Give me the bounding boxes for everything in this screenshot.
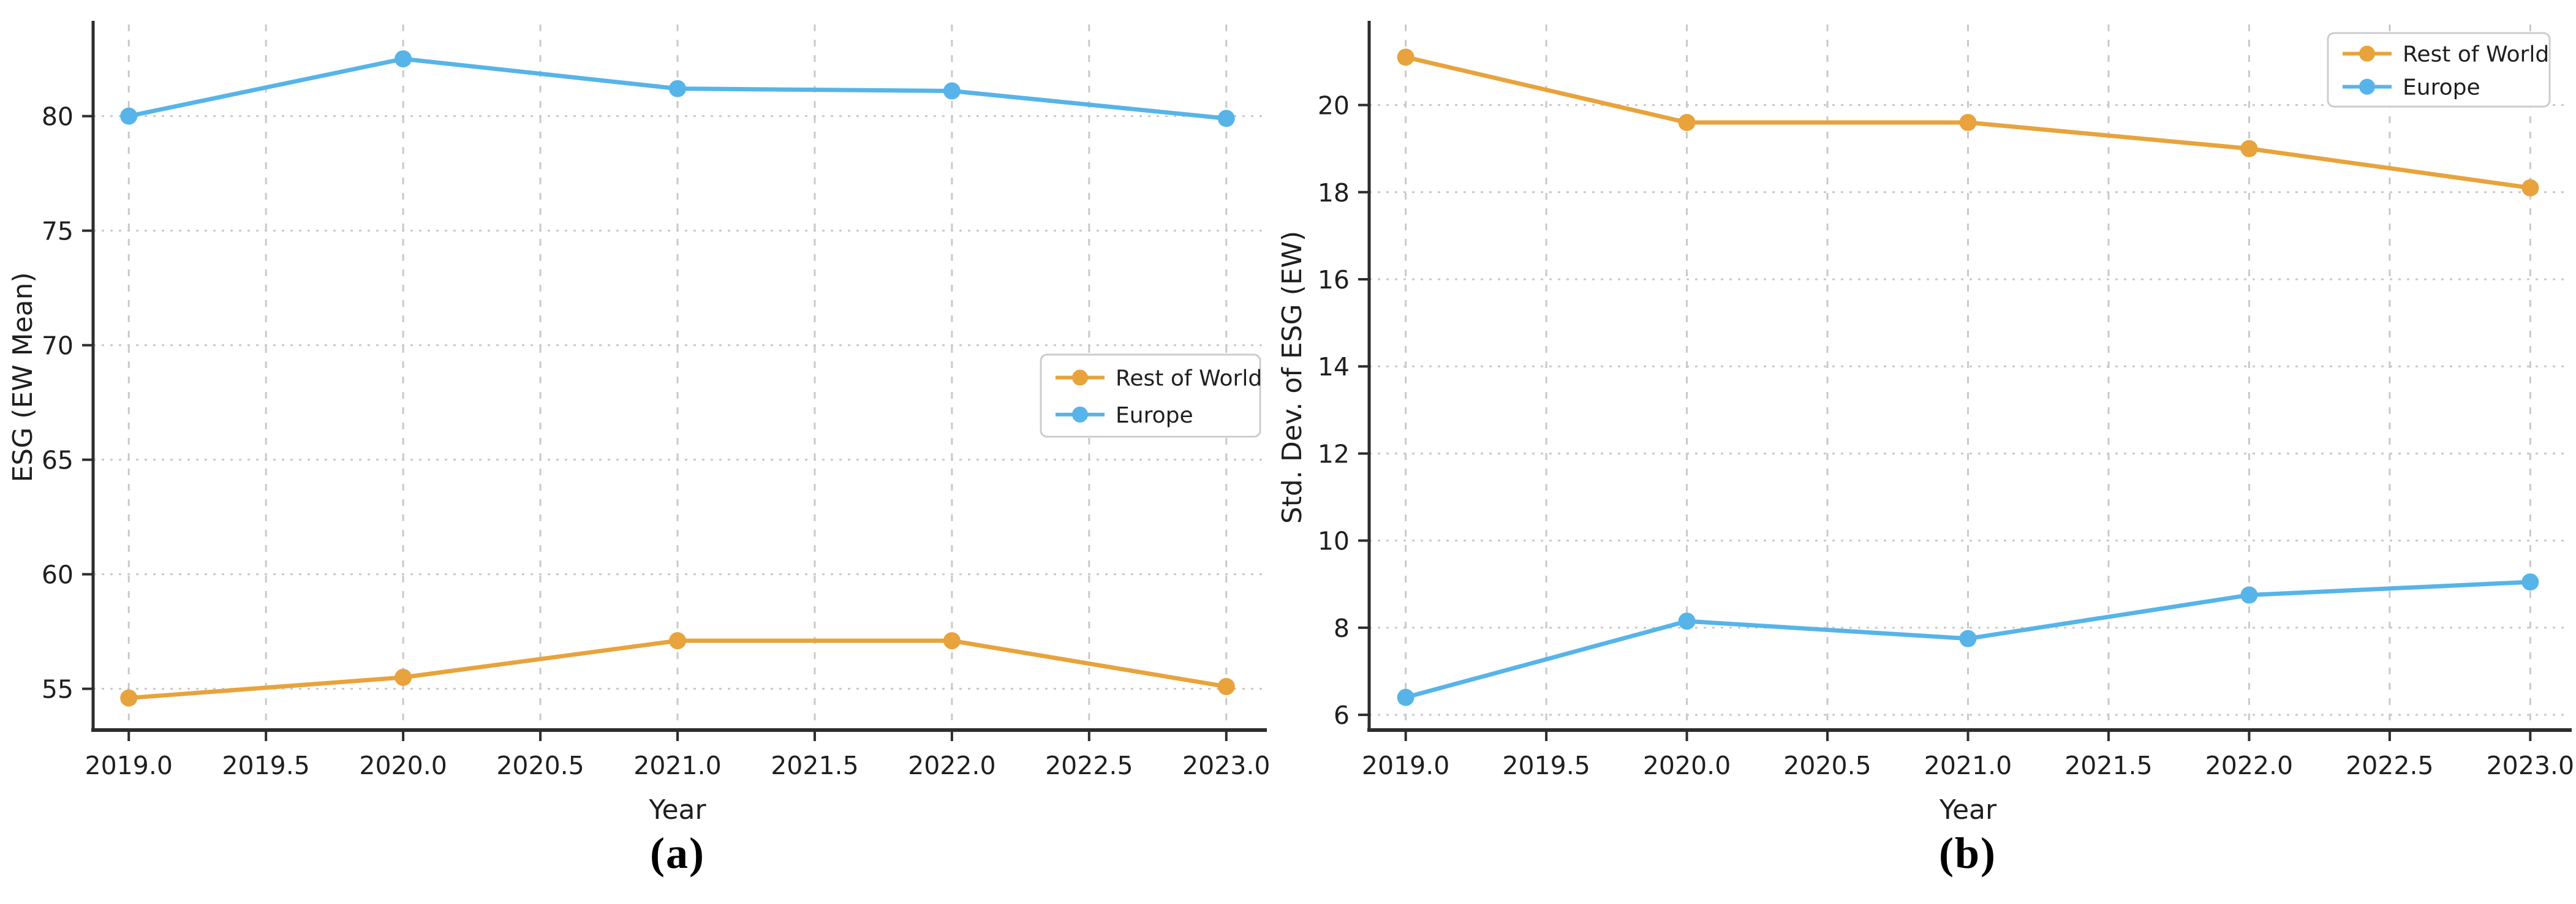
data-point-rest-of-world [395,668,412,686]
y-tick-label: 8 [1334,614,1350,643]
data-point-rest-of-world [2240,140,2258,157]
data-point-rest-of-world [1217,677,1235,695]
legend-marker-europe [2359,78,2375,95]
y-tick-label: 70 [42,331,74,361]
x-tick-label: 2022.0 [908,751,995,780]
legend-label-europe: Europe [1116,403,1193,428]
data-point-rest-of-world [2521,179,2539,197]
x-tick-label: 2023.0 [2487,751,2574,780]
chart-b: 2019.0 2019.5 2020.0 2020.5 2021.0 2021.5 2022… [1277,21,2574,826]
data-point-europe [1678,612,1696,630]
data-point-europe [1959,630,1977,647]
x-tick-label: 2019.5 [222,751,309,780]
data-point-rest-of-world [669,632,686,650]
y-tick-label: 12 [1318,439,1350,469]
y-tick-label: 10 [1318,527,1350,556]
x-tick-label: 2022.5 [1045,751,1133,780]
x-tick-label: 2022.0 [2205,751,2293,780]
y-tick-label: 18 [1318,178,1350,208]
data-point-rest-of-world [120,689,138,707]
legend-marker-rest-of-world [2359,45,2375,62]
y-tick-label: 16 [1318,265,1350,295]
data-point-rest-of-world [1397,48,1415,66]
data-point-rest-of-world [1959,114,1977,131]
x-tick-label: 2021.0 [1924,751,2012,780]
legend-b: Rest of World Europe [2327,32,2551,108]
y-tick-label: 60 [42,560,74,590]
data-point-rest-of-world [1678,114,1696,131]
y-tick-label: 55 [42,675,74,704]
x-tick-label: 2021.5 [771,751,858,780]
x-tick-label: 2019.0 [1362,751,1449,780]
x-tick-label: 2021.5 [2064,751,2152,780]
chart-a: 2019.0 2019.5 2020.0 2020.5 2021.0 2021.5 2022… [7,21,1271,826]
y-tick-label: 80 [42,102,74,132]
y-axis-label: Std. Dev. of ESG (EW) [1277,231,1308,524]
x-tick-label: 2020.5 [496,751,584,780]
caption-a: (a) [650,829,705,878]
x-tick-label: 2020.5 [1783,751,1871,780]
data-point-europe [395,50,412,68]
data-point-europe [2240,586,2258,604]
x-axis-label: Year [648,794,706,826]
x-axis-label: Year [1939,794,1997,826]
y-tick-label: 6 [1334,701,1350,730]
y-tick-label: 75 [42,217,74,246]
x-tick-label: 2023.0 [1182,751,1270,780]
legend-marker-europe [1072,406,1088,423]
y-tick-label: 14 [1318,352,1350,382]
legend-label-rest-of-world: Rest of World [1116,366,1262,391]
data-point-europe [120,107,138,125]
y-tick-label: 20 [1318,91,1350,121]
caption-b: (b) [1939,829,1996,878]
data-point-europe [2521,573,2539,591]
legend-label-europe: Europe [2403,75,2480,100]
legend-a: Rest of World Europe [1040,353,1262,438]
y-axis-label: ESG (EW Mean) [7,272,39,482]
y-tick-label: 65 [42,446,74,475]
legend-label-rest-of-world: Rest of World [2403,42,2549,67]
data-point-europe [669,80,686,97]
x-tick-label: 2022.5 [2346,751,2433,780]
data-point-europe [943,82,961,100]
x-tick-label: 2019.0 [85,751,172,780]
x-tick-label: 2019.5 [1502,751,1590,780]
legend-marker-rest-of-world [1072,369,1088,386]
data-point-rest-of-world [943,632,961,650]
data-point-europe [1217,110,1235,127]
data-point-europe [1397,688,1415,706]
x-tick-label: 2020.0 [359,751,447,780]
x-tick-label: 2021.0 [633,751,721,780]
x-tick-label: 2020.0 [1643,751,1731,780]
